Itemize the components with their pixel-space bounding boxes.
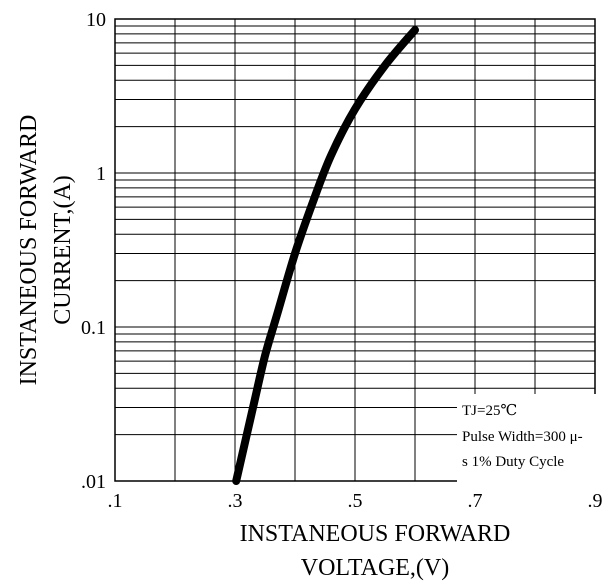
tick-labels: .1 .3 .5 .7 .9 .01 0.1 1 10	[81, 9, 603, 512]
y-tick-label: 10	[86, 9, 106, 31]
grid	[115, 19, 595, 481]
y-axis-title-line1: INSTANEOUS FORWARD	[16, 115, 42, 386]
annotation-box: TJ=25℃ Pulse Width=300 μ- s 1% Duty Cycl…	[457, 394, 600, 482]
x-axis-title-line2: VOLTAGE,(V)	[301, 555, 450, 581]
plot-frame	[114, 18, 596, 482]
y-tick-label: 1	[96, 163, 106, 185]
x-tick-label: .9	[588, 490, 603, 512]
x-tick-label: .7	[468, 490, 483, 512]
x-tick-label: .3	[228, 490, 243, 512]
y-tick-label: 0.1	[81, 317, 106, 339]
annotation-duty: s 1% Duty Cycle	[462, 454, 564, 470]
x-tick-label: .5	[348, 490, 363, 512]
x-axis-title-line1: INSTANEOUS FORWARD	[240, 521, 511, 547]
y-tick-label: .01	[81, 471, 106, 493]
annotation-pulse: Pulse Width=300 μ-	[462, 429, 583, 445]
forward-current-curve	[232, 25, 419, 485]
annotation-temp: TJ=25℃	[462, 403, 517, 419]
y-axis-title-line2: CURRENT,(A)	[50, 175, 76, 325]
x-tick-label: .1	[108, 490, 123, 512]
